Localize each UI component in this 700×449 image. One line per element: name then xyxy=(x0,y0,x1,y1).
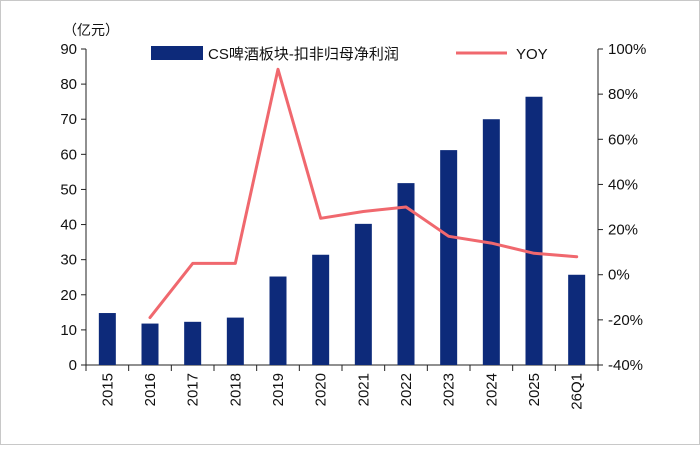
y-right-tick-label: -40% xyxy=(608,357,643,374)
y-right-tick-label: 0% xyxy=(608,267,630,284)
bar xyxy=(397,183,415,365)
bar xyxy=(525,96,543,366)
bar xyxy=(98,313,116,365)
y-right-tick-label: 100% xyxy=(608,41,646,58)
y-left-tick-label: 0 xyxy=(69,357,77,374)
bar-series xyxy=(98,96,586,366)
x-tick-label: 2019 xyxy=(270,373,287,406)
yoy-point xyxy=(276,68,280,71)
y-left-tick-label: 80 xyxy=(60,76,77,93)
bar xyxy=(440,150,458,365)
x-tick-label: 2022 xyxy=(398,373,415,406)
y-left-tick-label: 90 xyxy=(60,41,77,58)
y-left-tick-label: 60 xyxy=(60,146,77,163)
x-tick-label: 2020 xyxy=(313,373,330,406)
bar xyxy=(184,321,202,365)
y-right-tick-label: 80% xyxy=(608,86,638,103)
x-tick-label: 2024 xyxy=(483,373,500,406)
y-left-tick-label: 70 xyxy=(60,111,77,128)
bar xyxy=(141,323,159,365)
y-left-tick-label: 30 xyxy=(60,252,77,269)
bar xyxy=(354,223,372,365)
y-left-tick-label: 20 xyxy=(60,287,77,304)
x-tick-label: 2018 xyxy=(227,373,244,406)
y-right-tick-label: 60% xyxy=(608,131,638,148)
x-tick-label: 2016 xyxy=(142,373,159,406)
x-tick-label: 2023 xyxy=(441,373,458,406)
legend-label-line: YOY xyxy=(516,46,548,63)
y-left-tick-label: 50 xyxy=(60,181,77,198)
x-tick-label: 26Q1 xyxy=(569,373,586,410)
legend-label-bar: CS啤酒板块-扣非归母净利润 xyxy=(208,45,399,63)
yoy-point xyxy=(447,235,450,238)
x-tick-label: 2017 xyxy=(185,373,202,406)
y-right-tick-label: 20% xyxy=(608,222,638,239)
y-left-tick-label: 10 xyxy=(60,322,77,339)
x-tick-label: 2015 xyxy=(99,373,116,406)
yoy-point xyxy=(362,210,365,213)
legend: CS啤酒板块-扣非归母净利润 YOY xyxy=(151,45,548,63)
yoy-point xyxy=(234,262,237,265)
yoy-point xyxy=(191,262,194,265)
bar xyxy=(312,254,330,365)
y-left-tick-label: 40 xyxy=(60,217,77,234)
yoy-point xyxy=(490,241,493,245)
axes: 0 10 20 30 40 50 60 70 80 90 -40% -20% 0% 20% 40% 60% 80… xyxy=(60,41,646,410)
x-tick-label: 2025 xyxy=(526,373,543,406)
y-right-tick-label: -20% xyxy=(608,312,643,329)
bar xyxy=(226,317,244,365)
line-series xyxy=(148,67,579,320)
y-left-unit-label: （亿元） xyxy=(63,22,119,38)
y-right-tick-label: 40% xyxy=(608,176,638,193)
yoy-point xyxy=(148,316,152,319)
yoy-point xyxy=(575,255,578,258)
yoy-point xyxy=(532,252,536,255)
yoy-point xyxy=(404,205,408,209)
yoy-point xyxy=(319,217,322,220)
bar xyxy=(269,276,287,365)
x-tick-label: 2021 xyxy=(355,373,372,406)
bar xyxy=(568,274,586,365)
legend-swatch-bar xyxy=(151,46,203,60)
